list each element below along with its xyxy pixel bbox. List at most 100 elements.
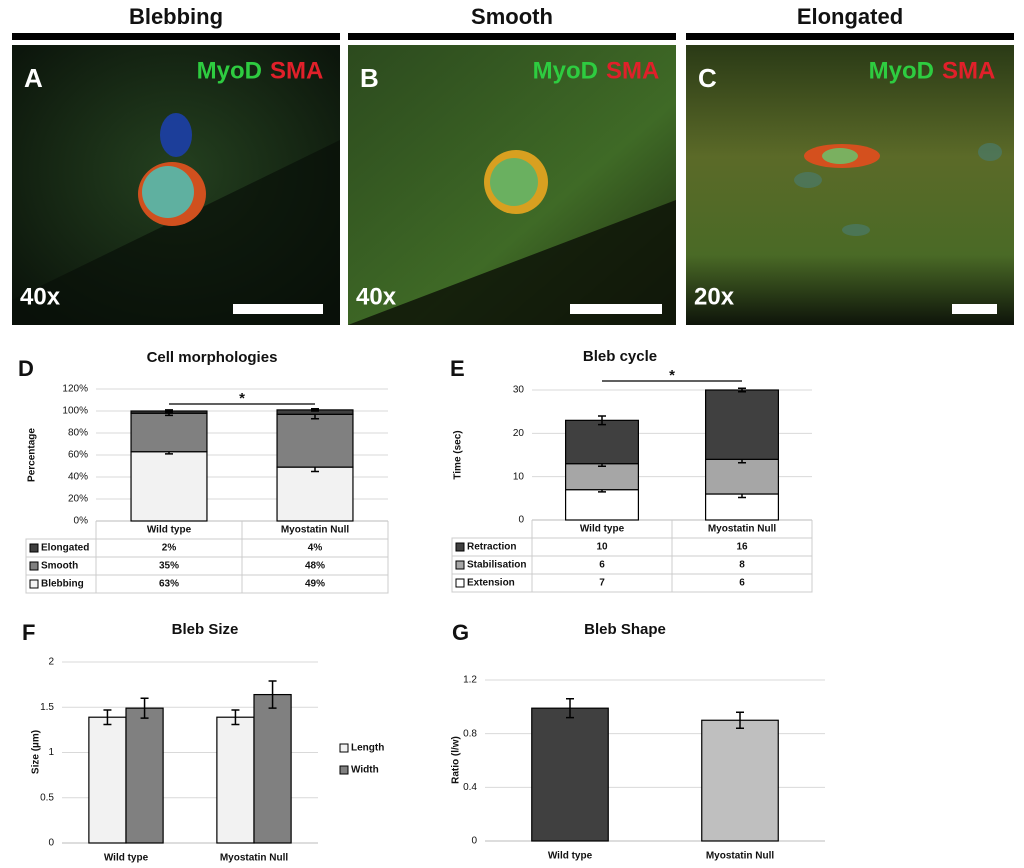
y-tick-label: 20	[513, 428, 525, 439]
cell-core	[822, 148, 858, 164]
bar-segment	[130, 451, 208, 522]
legend-label: Smooth	[41, 561, 78, 572]
x-tick-label: Myostatin Null	[220, 853, 289, 864]
x-tick-label: Myostatin Null	[281, 525, 350, 536]
nucleus	[842, 224, 870, 236]
legend-swatch	[29, 543, 39, 553]
significance-mark: *	[239, 390, 245, 407]
table-value: 6	[739, 578, 745, 589]
scale-bar	[233, 304, 323, 314]
legend-swatch	[29, 579, 39, 589]
bar-segment	[704, 458, 779, 495]
y-tick-label: 20%	[68, 494, 88, 505]
table-value: 49%	[305, 579, 325, 590]
bar-segment	[130, 412, 208, 453]
panel-letter: F	[22, 620, 35, 645]
fiber-shadow	[348, 200, 676, 325]
cell-core	[490, 158, 538, 206]
bar-segment	[564, 419, 639, 465]
y-tick-label: 2	[48, 657, 54, 668]
image-panels: Blebbing Smooth Elongated A MyoD SMA 40x…	[12, 4, 1014, 325]
x-tick-label: Wild type	[104, 853, 149, 864]
panel-letter: A	[24, 63, 43, 93]
bar-segment	[276, 413, 354, 468]
table-value: 4%	[308, 543, 323, 554]
x-tick-label: Wild type	[147, 525, 192, 536]
y-axis-label: Ratio (l/w)	[451, 736, 462, 784]
bar	[216, 716, 255, 844]
nucleus	[794, 172, 822, 188]
x-tick-label: Myostatin Null	[708, 524, 777, 535]
stain-label: MyoD	[197, 57, 262, 84]
nucleus	[160, 113, 192, 157]
panel-letter: E	[450, 356, 465, 381]
legend-label: Retraction	[467, 542, 516, 553]
y-tick-label: 100%	[62, 406, 88, 417]
error-bar	[598, 415, 606, 426]
error-bar	[738, 387, 746, 393]
y-tick-label: 0	[48, 838, 54, 849]
error-bar	[311, 408, 319, 412]
error-bar	[566, 698, 574, 719]
cell-core	[142, 166, 194, 218]
y-tick-label: 120%	[62, 384, 88, 395]
magnification: 20x	[694, 283, 735, 310]
y-tick-label: 0	[471, 836, 477, 847]
chart-title: Cell morphologies	[147, 349, 278, 366]
y-tick-label: 10	[513, 471, 525, 482]
legend-swatch	[29, 561, 39, 571]
table-value: 10	[596, 542, 608, 553]
error-bar	[736, 711, 744, 730]
panel-letter: C	[698, 63, 717, 93]
scale-bar	[570, 304, 662, 314]
chart-title: Bleb Size	[172, 621, 239, 638]
bar	[701, 719, 779, 842]
magnification: 40x	[356, 283, 397, 310]
y-axis-label: Percentage	[27, 428, 38, 482]
scale-bar	[952, 304, 997, 314]
legend-swatch	[455, 578, 465, 588]
y-tick-label: 40%	[68, 472, 88, 483]
table-value: 35%	[159, 561, 179, 572]
table-value: 7	[599, 578, 605, 589]
legend-swatch	[339, 743, 349, 753]
bar-segment	[564, 489, 639, 521]
legend-label: Extension	[467, 578, 515, 589]
table-value: 63%	[159, 579, 179, 590]
legend-label: Length	[351, 743, 384, 754]
stain-label: SMA	[270, 57, 323, 84]
significance-mark: *	[669, 367, 675, 384]
panel-letter: G	[452, 620, 469, 645]
table-value: 2%	[162, 543, 177, 554]
magnification: 40x	[20, 283, 61, 310]
x-tick-label: Wild type	[580, 524, 625, 535]
micrograph	[686, 45, 1014, 325]
panel-header: Elongated	[797, 4, 903, 29]
header-bar	[348, 33, 676, 40]
y-tick-label: 0	[518, 515, 524, 526]
x-tick-label: Myostatin Null	[706, 851, 775, 862]
panel-letter: D	[18, 356, 34, 381]
legend-label: Elongated	[41, 543, 89, 554]
y-tick-label: 1	[48, 747, 54, 758]
y-tick-label: 80%	[68, 428, 88, 439]
legend-label: Width	[351, 765, 379, 776]
bar	[253, 693, 292, 844]
error-bar	[268, 680, 277, 709]
error-bar	[140, 697, 149, 719]
bar	[125, 707, 164, 844]
legend-swatch	[339, 765, 349, 775]
y-tick-label: 0.8	[463, 728, 477, 739]
bar-segment	[704, 389, 779, 460]
bar	[88, 716, 127, 844]
header-bar	[686, 33, 1014, 40]
bar-segment	[704, 493, 779, 521]
bar-segment	[564, 463, 639, 491]
y-tick-label: 30	[513, 385, 525, 396]
y-tick-label: 0%	[74, 516, 89, 527]
table-value: 48%	[305, 561, 325, 572]
stain-label: MyoD	[869, 57, 934, 84]
stain-label: SMA	[606, 57, 659, 84]
table-value: 8	[739, 560, 745, 571]
y-tick-label: 0.5	[40, 792, 54, 803]
